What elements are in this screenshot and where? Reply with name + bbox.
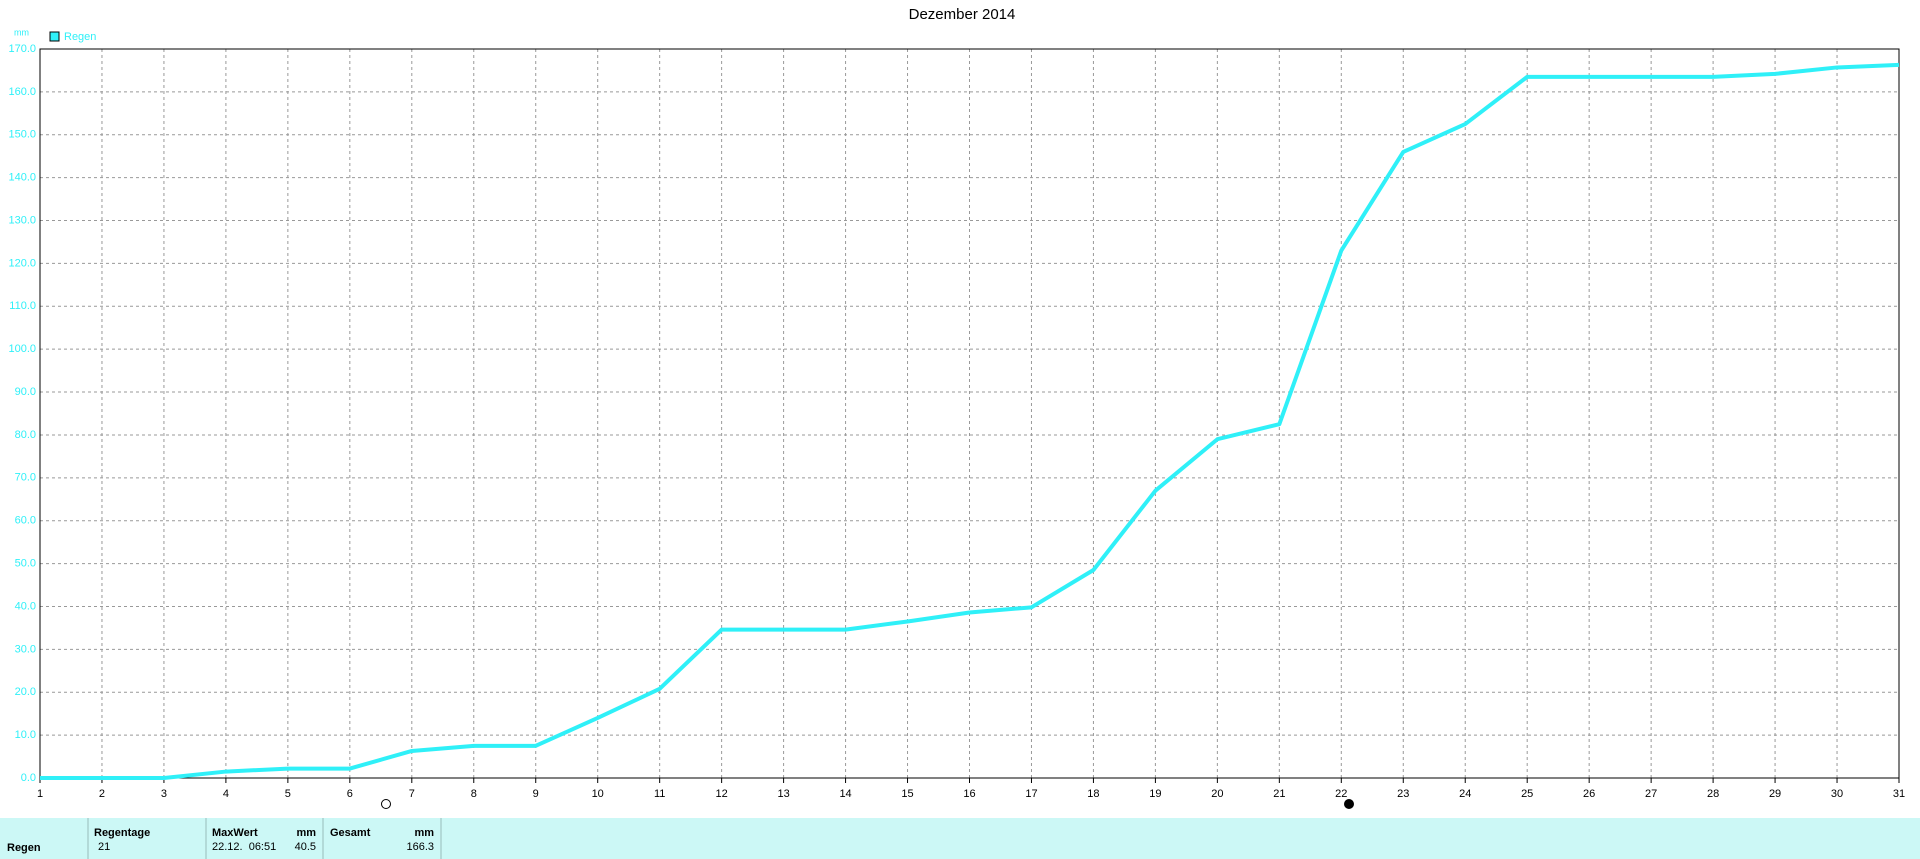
table-cell: 40.5 <box>295 841 316 853</box>
moon-icon <box>381 799 391 809</box>
x-tick-label: 1 <box>37 788 43 800</box>
plot-area: 0.0 10.0 20.0 30.0 40.0 50.0 60.0 70.0 80.0 90.0 1… <box>8 43 1905 800</box>
y-tick-label: 90.0 <box>15 386 36 398</box>
x-tick-label: 30 <box>1831 788 1843 800</box>
x-tick-label: 27 <box>1645 788 1657 800</box>
x-tick-label: 5 <box>285 788 291 800</box>
table-cell: 21 <box>98 841 110 853</box>
y-tick-label: 60.0 <box>15 515 36 527</box>
x-tick-label: 23 <box>1397 788 1409 800</box>
x-tick-label: 7 <box>409 788 415 800</box>
x-tick-label: 28 <box>1707 788 1719 800</box>
x-tick-label: 19 <box>1149 788 1161 800</box>
chart-title: Dezember 2014 <box>909 6 1016 23</box>
x-tick-label: 20 <box>1211 788 1223 800</box>
x-tick-label: 17 <box>1025 788 1037 800</box>
table-header: Gesamt <box>330 827 371 839</box>
y-tick-label: 30.0 <box>15 643 36 655</box>
y-tick-label: 0.0 <box>21 772 36 784</box>
y-tick-label: 80.0 <box>15 429 36 441</box>
x-tick-label: 11 <box>654 788 665 800</box>
table-header: mm <box>414 827 434 839</box>
x-tick-label: 8 <box>471 788 477 800</box>
plot-frame <box>39 48 1900 779</box>
y-tick-label: 140.0 <box>8 172 36 184</box>
x-tick-label: 9 <box>533 788 539 800</box>
x-tick-label: 25 <box>1521 788 1533 800</box>
x-tick-label: 6 <box>347 788 353 800</box>
x-tick-label: 24 <box>1459 788 1471 800</box>
x-tick-label: 15 <box>901 788 913 800</box>
legend-swatch <box>49 31 60 42</box>
y-tick-label: 100.0 <box>8 343 36 355</box>
y-axis-unit: mm <box>14 27 29 37</box>
y-tick-label: 170.0 <box>8 43 36 55</box>
moon-icon <box>1344 799 1354 809</box>
x-tick-label: 22 <box>1335 788 1347 800</box>
x-tick-label: 12 <box>716 788 728 800</box>
y-tick-label: 120.0 <box>8 257 36 269</box>
y-tick-label: 50.0 <box>15 557 36 569</box>
y-tick-label: 20.0 <box>15 686 36 698</box>
x-tick-label: 16 <box>963 788 975 800</box>
y-tick-label: 40.0 <box>15 600 36 612</box>
x-tick-label: 18 <box>1087 788 1099 800</box>
x-tick-label: 10 <box>592 788 604 800</box>
legend-label: Regen <box>64 31 96 43</box>
y-tick-label: 160.0 <box>8 86 36 98</box>
table-cell: 166.3 <box>406 841 434 853</box>
y-tick-label: 70.0 <box>15 472 36 484</box>
y-tick-label: 130.0 <box>8 214 36 226</box>
x-tick-label: 3 <box>161 788 167 800</box>
x-tick-label: 4 <box>223 788 229 800</box>
table-cell: 22.12. 06:51 <box>212 841 276 853</box>
y-tick-label: 10.0 <box>15 729 36 741</box>
x-tick-label: 26 <box>1583 788 1595 800</box>
x-tick-label: 2 <box>99 788 105 800</box>
x-tick-label: 14 <box>839 788 851 800</box>
x-tick-label: 13 <box>777 788 789 800</box>
x-tick-label: 31 <box>1893 788 1905 800</box>
table-header: MaxWert <box>212 827 258 839</box>
table-header: mm <box>296 827 316 839</box>
y-tick-label: 150.0 <box>8 129 36 141</box>
y-tick-label: 110.0 <box>9 300 36 312</box>
data-line <box>40 62 1900 780</box>
table-header: Regentage <box>94 827 150 839</box>
table-row-label: Regen <box>7 842 41 854</box>
x-tick-label: 29 <box>1769 788 1781 800</box>
x-tick-label: 21 <box>1273 788 1285 800</box>
summary-band <box>0 818 1920 859</box>
